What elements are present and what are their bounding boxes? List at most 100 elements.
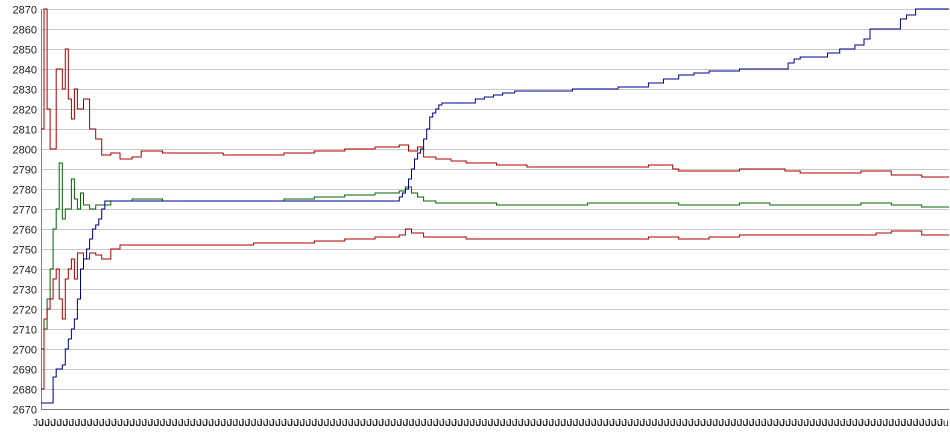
x-tick-label: Ju — [379, 418, 390, 429]
x-tick-label: Ju — [179, 418, 190, 429]
x-tick-label: Ju — [659, 418, 670, 429]
x-tick-label: Ju — [452, 418, 463, 429]
x-tick-label: Ju — [221, 418, 232, 429]
x-tick-label: Ju — [385, 418, 396, 429]
x-tick-label: Ju — [495, 418, 506, 429]
x-tick-label: Ju — [282, 418, 293, 429]
x-tick-label: Ju — [713, 418, 724, 429]
x-tick-label: Ju — [568, 418, 579, 429]
x-tick-label: Ju — [325, 418, 336, 429]
x-tick-label: Ju — [331, 418, 342, 429]
x-tick-label: Ju — [580, 418, 591, 429]
y-tick-label: 2820 — [13, 105, 37, 117]
x-tick-label: Ju — [804, 418, 815, 429]
x-tick-label: Ju — [197, 418, 208, 429]
x-tick-label: Ju — [94, 418, 105, 429]
x-tick-label: Ju — [446, 418, 457, 429]
x-tick-label: Ju — [288, 418, 299, 429]
x-tick-label: Ju — [701, 418, 712, 429]
x-tick-label: Ju — [762, 418, 773, 429]
x-tick-label: Ju — [233, 418, 244, 429]
x-tick-label: Ju — [501, 418, 512, 429]
x-tick-label: Ju — [33, 418, 44, 429]
x-tick-label: Ju — [549, 418, 560, 429]
x-tick-label: Ju — [823, 418, 834, 429]
x-tick-label: Ju — [440, 418, 451, 429]
grid-lines — [41, 9, 949, 410]
x-tick-label: Ju — [640, 418, 651, 429]
x-tick-label: Ju — [938, 418, 949, 429]
x-tick-label: Ju — [646, 418, 657, 429]
x-tick-label: Ju — [798, 418, 809, 429]
x-tick-label: Ju — [908, 418, 919, 429]
x-tick-label: Ju — [355, 418, 366, 429]
x-tick-label: Ju — [136, 418, 147, 429]
y-tick-label: 2800 — [13, 145, 37, 157]
x-tick-label: Ju — [476, 418, 487, 429]
x-tick-label: Ju — [537, 418, 548, 429]
x-tick-label: Ju — [82, 418, 93, 429]
x-axis-ticks: JuJuJuJuJuJuJuJuJuJuJuJuJuJuJuJuJuJuJuJu… — [33, 418, 949, 429]
x-tick-label: Ju — [707, 418, 718, 429]
x-tick-label: Ju — [422, 418, 433, 429]
x-tick-label: Ju — [780, 418, 791, 429]
y-tick-label: 2690 — [13, 365, 37, 377]
x-tick-label: Ju — [203, 418, 214, 429]
series-lines — [41, 8, 949, 404]
x-tick-label: Ju — [792, 418, 803, 429]
x-tick-label: Ju — [756, 418, 767, 429]
x-tick-label: Ju — [161, 418, 172, 429]
x-tick-label: Ju — [622, 418, 633, 429]
y-tick-label: 2780 — [13, 185, 37, 197]
x-tick-label: Ju — [586, 418, 597, 429]
x-tick-label: Ju — [598, 418, 609, 429]
x-tick-label: Ju — [719, 418, 730, 429]
x-tick-label: Ju — [397, 418, 408, 429]
x-tick-label: Ju — [859, 418, 870, 429]
x-tick-label: Ju — [264, 418, 275, 429]
y-tick-label: 2670 — [13, 405, 37, 417]
x-tick-label: Ju — [895, 418, 906, 429]
x-tick-label: Ju — [920, 418, 931, 429]
x-tick-label: Ju — [592, 418, 603, 429]
x-tick-label: Ju — [744, 418, 755, 429]
x-tick-label: Ju — [464, 418, 475, 429]
x-tick-label: Ju — [695, 418, 706, 429]
x-tick-label: Ju — [914, 418, 925, 429]
x-tick-label: Ju — [246, 418, 257, 429]
x-tick-label: Ju — [543, 418, 554, 429]
x-tick-label: Ju — [306, 418, 317, 429]
y-tick-label: 2700 — [13, 345, 37, 357]
x-tick-label: Ju — [574, 418, 585, 429]
x-tick-label: Ju — [428, 418, 439, 429]
x-tick-label: Ju — [106, 418, 117, 429]
x-tick-label: Ju — [628, 418, 639, 429]
x-tick-label: Ju — [167, 418, 178, 429]
series-line-middle — [41, 162, 949, 350]
y-axis-ticks: 2670 2680 2690 2700 2710 2720 2730 2740 2750 2760… — [13, 5, 37, 417]
x-tick-label: Ju — [616, 418, 627, 429]
x-tick-label: Ju — [877, 418, 888, 429]
x-tick-label: Ju — [337, 418, 348, 429]
x-tick-label: Ju — [810, 418, 821, 429]
x-tick-label: Ju — [750, 418, 761, 429]
x-tick-label: Ju — [215, 418, 226, 429]
x-tick-label: Ju — [252, 418, 263, 429]
x-tick-label: Ju — [865, 418, 876, 429]
x-tick-label: Ju — [853, 418, 864, 429]
x-tick-label: Ju — [677, 418, 688, 429]
x-tick-label: Ju — [786, 418, 797, 429]
x-tick-label: Ju — [507, 418, 518, 429]
series-line-trend — [41, 8, 949, 404]
x-tick-label: Ju — [367, 418, 378, 429]
x-tick-label: Ju — [124, 418, 135, 429]
x-tick-label: Ju — [683, 418, 694, 429]
x-tick-label: Ju — [671, 418, 682, 429]
x-tick-label: Ju — [349, 418, 360, 429]
x-tick-label: Ju — [185, 418, 196, 429]
x-tick-label: Ju — [410, 418, 421, 429]
y-tick-label: 2770 — [13, 205, 37, 217]
y-tick-label: 2840 — [13, 65, 37, 77]
y-tick-label: 2750 — [13, 245, 37, 257]
x-tick-label: Ju — [847, 418, 858, 429]
